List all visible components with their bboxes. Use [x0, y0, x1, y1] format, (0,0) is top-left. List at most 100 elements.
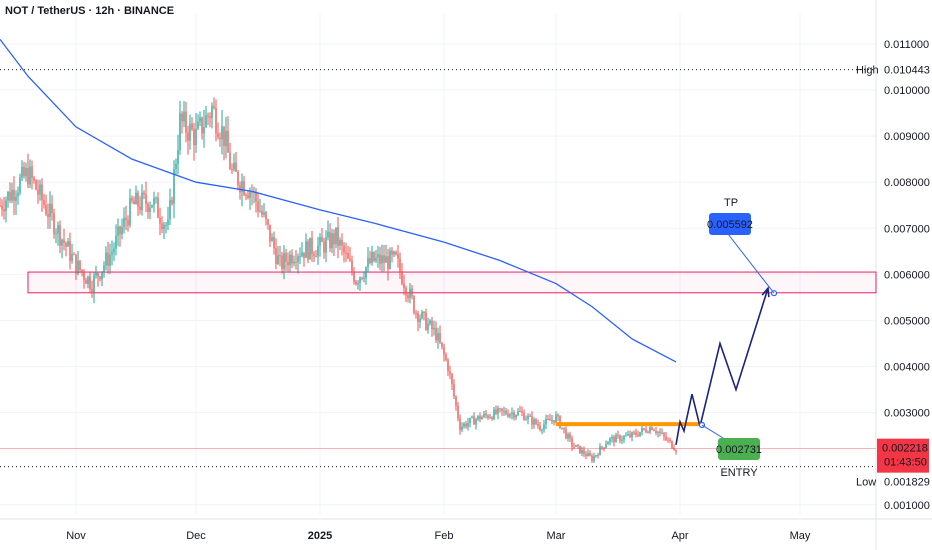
candle-body: [159, 217, 161, 224]
candle-body: [239, 185, 241, 193]
candle-body: [405, 287, 407, 296]
candle-body: [343, 245, 345, 253]
candle-body: [247, 195, 249, 198]
candle-body: [165, 225, 167, 227]
candle-body: [17, 192, 19, 197]
last-price-countdown: 01:43:50: [884, 457, 927, 469]
candle-body: [483, 413, 485, 417]
candle-body: [49, 203, 51, 218]
candle-body: [497, 408, 499, 414]
candle-body: [345, 252, 347, 254]
candle-body: [661, 432, 663, 434]
candle-body: [77, 260, 79, 274]
candle-body: [39, 184, 41, 195]
candle-body: [249, 191, 251, 198]
candle-body: [259, 210, 261, 212]
candle-body: [373, 251, 375, 261]
candle-body: [673, 448, 675, 451]
x-tick-label: Mar: [547, 530, 566, 542]
y-tick-label: 0.008000: [884, 177, 930, 189]
candle-body: [659, 431, 661, 434]
candle-body: [381, 255, 383, 264]
candle-body: [419, 318, 421, 323]
candle-body: [577, 445, 579, 447]
candle-body: [487, 415, 489, 418]
candle-body: [441, 342, 443, 347]
candle-body: [23, 166, 25, 177]
x-axis[interactable]: Nov Dec 2025 Feb Mar Apr May: [66, 530, 811, 542]
candle-body: [561, 427, 563, 429]
last-price-value: 0.002218: [882, 443, 928, 455]
candle-body: [407, 295, 409, 299]
candle-body: [295, 261, 297, 263]
candle-body: [73, 254, 75, 256]
candle-body: [427, 323, 429, 330]
candle-body: [417, 312, 419, 323]
candle-body: [657, 431, 659, 433]
candle-body: [15, 196, 17, 201]
candle-body: [351, 260, 353, 272]
candle-body: [421, 311, 423, 319]
candle-body: [453, 384, 455, 397]
candle-body: [111, 252, 113, 255]
candle-body: [437, 333, 439, 341]
candle-body: [321, 236, 323, 242]
candle-body: [305, 241, 307, 258]
candle-body: [137, 192, 139, 207]
candle-body: [93, 275, 95, 294]
candle-body: [133, 200, 135, 205]
candle-body: [267, 219, 269, 225]
candle-body: [423, 311, 425, 313]
candle-body: [315, 256, 317, 258]
candle-body: [21, 166, 23, 178]
candle-body: [451, 373, 453, 385]
candle-body: [595, 455, 597, 457]
candle-body: [179, 113, 181, 151]
candle-body: [215, 108, 217, 134]
candle-body: [563, 427, 565, 430]
candle-body: [565, 429, 567, 439]
candle-body: [83, 272, 85, 280]
candle-body: [591, 455, 593, 462]
candles: [0, 97, 677, 464]
candle-body: [533, 419, 535, 425]
candle-body: [489, 417, 491, 419]
price-badges: 0.005592 TP 0.002731 ENTRY: [698, 197, 778, 479]
candle-body: [439, 333, 441, 343]
candle-body: [671, 440, 673, 449]
candle-body: [515, 415, 517, 418]
candle-body: [543, 424, 545, 430]
candle-body: [385, 256, 387, 263]
candle-body: [87, 276, 89, 284]
candle-body: [123, 217, 125, 228]
candle-body: [555, 414, 557, 423]
candle-body: [485, 413, 487, 416]
candle-body: [57, 225, 59, 234]
candle-body: [265, 212, 267, 220]
candle-body: [51, 203, 53, 214]
candle-body: [443, 346, 445, 355]
supply-zone: [27, 271, 877, 294]
low-value: 0.001829: [884, 477, 930, 489]
candle-body: [395, 251, 397, 255]
candle-body: [59, 225, 61, 246]
candle-body: [27, 167, 29, 185]
candle-body: [525, 419, 527, 421]
candle-body: [189, 123, 191, 141]
tp-connector: [727, 233, 775, 294]
candle-body: [279, 255, 281, 257]
y-axis[interactable]: 0.011000 0.010000 0.009000 0.008000 0.007000…: [856, 39, 930, 512]
candle-body: [329, 231, 331, 249]
candle-body: [299, 256, 301, 258]
candle-body: [357, 283, 359, 285]
candle-body: [569, 434, 571, 439]
entry-connector: [701, 424, 724, 439]
candle-body: [0, 205, 1, 207]
candle-body: [341, 240, 343, 246]
candle-body: [541, 429, 543, 431]
candle-body: [285, 253, 287, 262]
candle-body: [283, 253, 285, 270]
candle-body: [367, 258, 369, 268]
y-tick-label: 0.003000: [884, 408, 930, 420]
